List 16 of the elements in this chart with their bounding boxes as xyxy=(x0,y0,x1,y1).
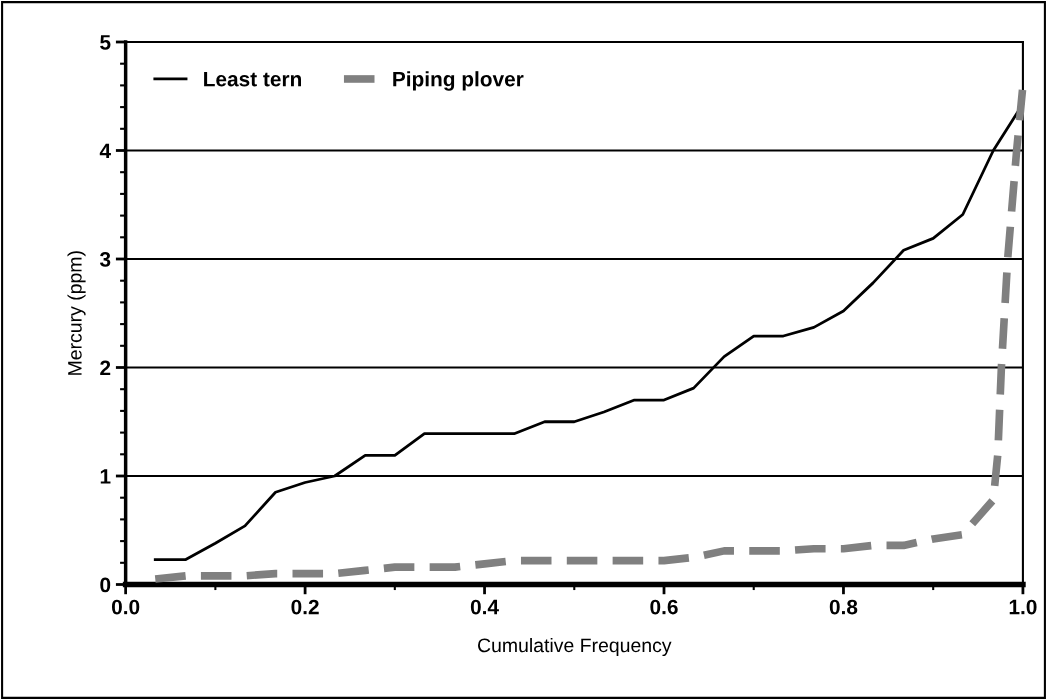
x-tick-label: 0.4 xyxy=(470,599,499,615)
y-tick-label: 5 xyxy=(100,35,111,50)
x-tick-label: 1.0 xyxy=(1009,599,1037,615)
y-tick-label: 4 xyxy=(99,143,111,159)
x-axis-title: Cumulative Frequency xyxy=(478,637,672,657)
y-axis-title: Mercury (ppm) xyxy=(67,251,86,375)
y-tick-label: 0 xyxy=(100,577,111,593)
x-tick-label: 0.8 xyxy=(829,599,858,615)
legend-label: Least tern xyxy=(204,71,301,87)
y-tick-label: 3 xyxy=(99,252,111,267)
x-tick-label: 0.2 xyxy=(291,599,319,615)
y-tick-label: 2 xyxy=(100,360,111,376)
legend-label: Piping plover xyxy=(393,71,524,91)
y-tick-label: 1 xyxy=(100,469,111,484)
x-tick-label: 0.6 xyxy=(650,599,678,615)
x-tick-label: 0.0 xyxy=(111,599,140,615)
